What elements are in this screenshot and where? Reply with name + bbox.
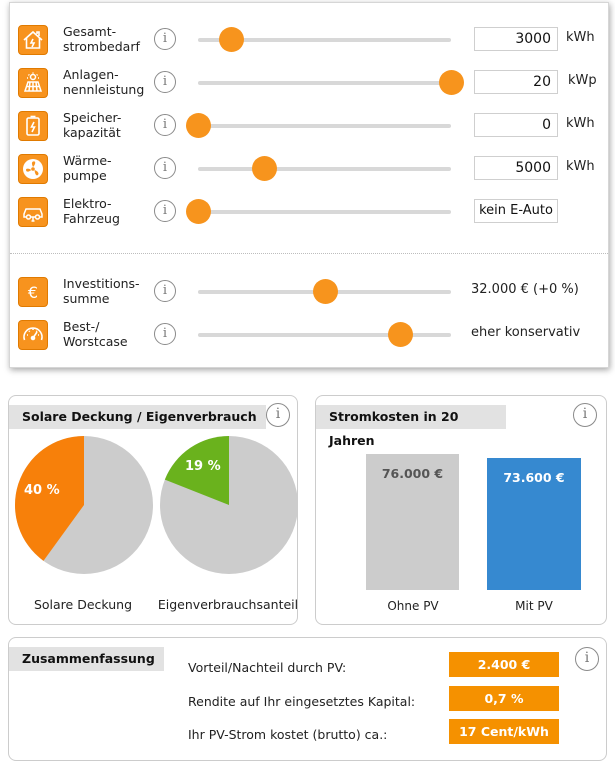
invest-slider-thumb[interactable]	[312, 279, 338, 304]
speicher-input[interactable]: 0	[474, 113, 558, 137]
bar-ohne-pv: 76.000 €	[366, 454, 459, 590]
speicher-slider-thumb[interactable]	[186, 113, 211, 138]
row-speicher: Speicher- kapazität i 0 kWh	[10, 107, 608, 147]
info-icon[interactable]: i	[154, 114, 176, 136]
battery-icon	[18, 111, 48, 141]
pie-value-slice	[14, 436, 84, 561]
strombedarf-slider-track[interactable]	[198, 38, 451, 42]
anlage-input[interactable]: 20	[474, 70, 558, 94]
strombedarf-slider-thumb[interactable]	[218, 27, 244, 52]
fan-icon	[18, 154, 48, 184]
bar-value-label: 73.600 €	[503, 470, 565, 486]
auto-select[interactable]: kein E-Auto	[474, 199, 558, 223]
pie-value-slice	[164, 436, 229, 505]
kosten-card: Stromkosten in 20 Jahren i 76.000 € Ohne…	[315, 395, 607, 625]
anlage-slider-track[interactable]	[198, 81, 451, 85]
info-icon[interactable]: i	[573, 403, 597, 427]
row-waerme: Wärme- pumpe i 5000 kWh	[10, 150, 608, 190]
anlage-unit: kWp	[568, 73, 597, 88]
auto-label: Elektro- Fahrzeug	[63, 196, 120, 226]
summary-value-kosten: 17 Cent/kWh	[449, 719, 559, 744]
summary-value-vorteil: 2.400 €	[449, 652, 559, 677]
row-auto: Elektro- Fahrzeug i kein E-Auto	[10, 193, 608, 233]
anlage-label: Anlagen- nennleistung	[63, 67, 145, 97]
info-icon[interactable]: i	[154, 157, 176, 179]
summary-label-vorteil: Vorteil/Nachteil durch PV:	[188, 660, 347, 675]
case-label: Best-/ Worstcase	[63, 319, 128, 349]
auto-slider-track[interactable]	[198, 210, 451, 214]
pie-label: Eigenverbrauchsanteil	[157, 597, 299, 612]
summary-card: Zusammenfassung i Vorteil/Nachteil durch…	[8, 637, 607, 761]
waerme-input[interactable]: 5000	[474, 156, 558, 180]
bar-mit-pv: 73.600 €	[487, 458, 581, 590]
summary-label-rendite: Rendite auf Ihr eingesetztes Kapital:	[188, 694, 416, 709]
solar-panel-icon	[18, 68, 48, 98]
deckung-card-title: Solare Deckung / Eigenverbrauch	[9, 405, 266, 429]
info-icon[interactable]: i	[154, 28, 176, 50]
row-anlage: Anlagen- nennleistung i 20 kWp	[10, 64, 608, 104]
deckung-card: Solare Deckung / Eigenverbrauch i 40 % S…	[8, 395, 298, 625]
waerme-unit: kWh	[566, 159, 595, 174]
row-invest: € Investitions- summe i 32.000 € (+0 %)	[10, 273, 608, 313]
invest-value: 32.000 € (+0 %)	[471, 282, 579, 297]
auto-slider-thumb[interactable]	[186, 199, 211, 224]
waerme-label: Wärme- pumpe	[63, 153, 112, 183]
case-value: eher konservativ	[471, 325, 581, 340]
info-icon[interactable]: i	[154, 200, 176, 222]
waerme-slider-thumb[interactable]	[251, 156, 277, 181]
bar-label: Ohne PV	[387, 599, 439, 613]
gauge-icon	[18, 320, 48, 350]
case-slider-thumb[interactable]	[388, 322, 414, 347]
row-case: Best-/ Worstcase i eher konservativ	[10, 316, 608, 356]
summary-value-rendite: 0,7 %	[449, 686, 559, 711]
anlage-slider-thumb[interactable]	[439, 70, 464, 95]
waerme-slider-track[interactable]	[198, 167, 451, 171]
info-icon[interactable]: i	[154, 71, 176, 93]
bar-value-label: 76.000 €	[381, 466, 444, 481]
speicher-unit: kWh	[566, 116, 595, 131]
case-slider-track[interactable]	[198, 333, 451, 337]
strombedarf-label: Gesamt- strombedarf	[63, 24, 140, 54]
svg-text:€: €	[28, 283, 38, 302]
info-icon[interactable]: i	[266, 403, 290, 427]
bar-label: Mit PV	[515, 599, 553, 613]
strombedarf-input[interactable]: 3000	[474, 27, 558, 51]
euro-icon: €	[18, 277, 48, 307]
car-icon	[18, 197, 48, 227]
speicher-slider-track[interactable]	[198, 124, 451, 128]
info-icon[interactable]: i	[575, 647, 599, 671]
invest-label: Investitions- summe	[63, 276, 140, 306]
info-icon[interactable]: i	[154, 323, 176, 345]
pie-value-label: 40 %	[24, 483, 60, 498]
summary-label-kosten: Ihr PV-Strom kostet (brutto) ca.:	[188, 727, 388, 742]
info-icon[interactable]: i	[154, 280, 176, 302]
house-icon	[18, 25, 48, 55]
kosten-card-title: Stromkosten in 20 Jahren	[316, 405, 506, 448]
section-divider	[10, 253, 608, 254]
strombedarf-unit: kWh	[566, 30, 595, 45]
speicher-label: Speicher- kapazität	[63, 110, 122, 140]
summary-card-title: Zusammenfassung	[9, 647, 164, 671]
pie-value-label: 19 %	[185, 459, 221, 474]
pie-solare-deckung	[14, 436, 153, 574]
row-strombedarf: Gesamt- strombedarf i 3000 kWh	[10, 21, 608, 61]
pie-eigenverbrauch	[160, 436, 298, 574]
pie-label: Solare Deckung	[33, 597, 133, 612]
input-panel: Gesamt- strombedarf i 3000 kWh Anlagen- …	[9, 2, 609, 368]
